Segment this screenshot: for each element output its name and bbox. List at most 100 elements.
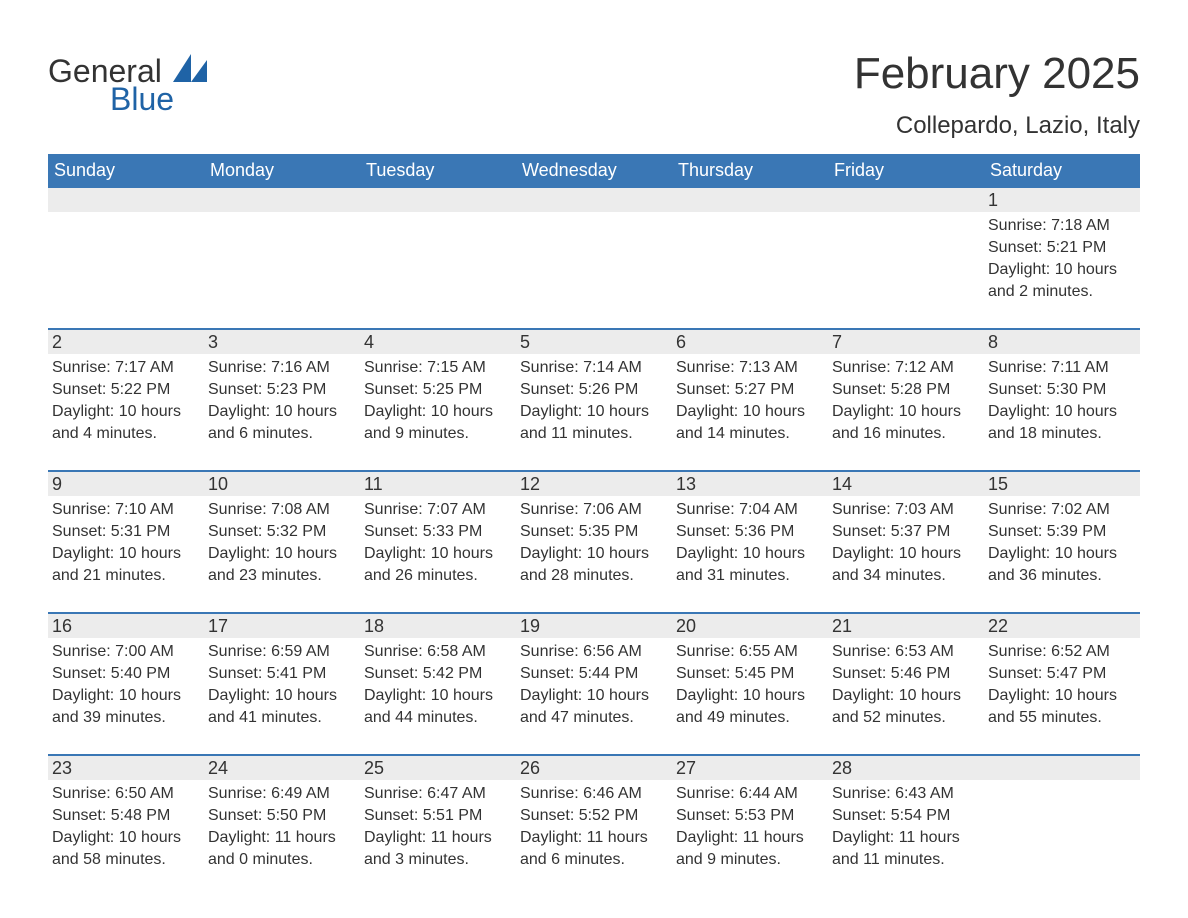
weekday-header: Sunday bbox=[48, 154, 204, 186]
day1-text: Daylight: 10 hours bbox=[208, 402, 356, 423]
sunset-text: Sunset: 5:35 PM bbox=[520, 522, 668, 543]
sunrise-text: Sunrise: 7:06 AM bbox=[520, 500, 668, 521]
day-number: 5 bbox=[516, 328, 672, 354]
day1-text: Daylight: 10 hours bbox=[364, 544, 512, 565]
calendar-day-cell bbox=[828, 186, 984, 328]
day1-text: Daylight: 10 hours bbox=[988, 544, 1136, 565]
day-details: Sunrise: 6:43 AMSunset: 5:54 PMDaylight:… bbox=[828, 780, 984, 870]
day2-text: and 26 minutes. bbox=[364, 566, 512, 587]
sunset-text: Sunset: 5:23 PM bbox=[208, 380, 356, 401]
day2-text: and 9 minutes. bbox=[676, 850, 824, 871]
sunrise-text: Sunrise: 7:08 AM bbox=[208, 500, 356, 521]
day-details: Sunrise: 7:03 AMSunset: 5:37 PMDaylight:… bbox=[828, 496, 984, 586]
day2-text: and 0 minutes. bbox=[208, 850, 356, 871]
day-details: Sunrise: 7:12 AMSunset: 5:28 PMDaylight:… bbox=[828, 354, 984, 444]
calendar-day-cell bbox=[516, 186, 672, 328]
sunrise-text: Sunrise: 7:12 AM bbox=[832, 358, 980, 379]
calendar-table: Sunday Monday Tuesday Wednesday Thursday… bbox=[48, 154, 1140, 896]
day2-text: and 41 minutes. bbox=[208, 708, 356, 729]
sunrise-text: Sunrise: 7:04 AM bbox=[676, 500, 824, 521]
calendar-day-cell: 17Sunrise: 6:59 AMSunset: 5:41 PMDayligh… bbox=[204, 612, 360, 754]
brand-text: General Blue bbox=[48, 50, 207, 116]
sunrise-text: Sunrise: 6:50 AM bbox=[52, 784, 200, 805]
location-subtitle: Collepardo, Lazio, Italy bbox=[854, 112, 1140, 140]
calendar-day-cell: 19Sunrise: 6:56 AMSunset: 5:44 PMDayligh… bbox=[516, 612, 672, 754]
calendar-day-cell bbox=[672, 186, 828, 328]
day1-text: Daylight: 11 hours bbox=[832, 828, 980, 849]
sunrise-text: Sunrise: 6:43 AM bbox=[832, 784, 980, 805]
day2-text: and 4 minutes. bbox=[52, 424, 200, 445]
calendar-day-cell: 10Sunrise: 7:08 AMSunset: 5:32 PMDayligh… bbox=[204, 470, 360, 612]
day1-text: Daylight: 11 hours bbox=[676, 828, 824, 849]
sunset-text: Sunset: 5:40 PM bbox=[52, 664, 200, 685]
sunset-text: Sunset: 5:44 PM bbox=[520, 664, 668, 685]
sunrise-text: Sunrise: 7:07 AM bbox=[364, 500, 512, 521]
day1-text: Daylight: 11 hours bbox=[364, 828, 512, 849]
day-details: Sunrise: 7:18 AMSunset: 5:21 PMDaylight:… bbox=[984, 212, 1140, 302]
month-title: February 2025 bbox=[854, 50, 1140, 98]
sunrise-text: Sunrise: 7:14 AM bbox=[520, 358, 668, 379]
day2-text: and 52 minutes. bbox=[832, 708, 980, 729]
calendar-week-row: 23Sunrise: 6:50 AMSunset: 5:48 PMDayligh… bbox=[48, 754, 1140, 896]
weekday-header: Monday bbox=[204, 154, 360, 186]
day-number bbox=[516, 186, 672, 212]
calendar-day-cell: 23Sunrise: 6:50 AMSunset: 5:48 PMDayligh… bbox=[48, 754, 204, 896]
day2-text: and 16 minutes. bbox=[832, 424, 980, 445]
calendar-day-cell: 9Sunrise: 7:10 AMSunset: 5:31 PMDaylight… bbox=[48, 470, 204, 612]
day-details: Sunrise: 6:56 AMSunset: 5:44 PMDaylight:… bbox=[516, 638, 672, 728]
calendar-day-cell: 4Sunrise: 7:15 AMSunset: 5:25 PMDaylight… bbox=[360, 328, 516, 470]
sunset-text: Sunset: 5:47 PM bbox=[988, 664, 1136, 685]
day1-text: Daylight: 10 hours bbox=[364, 402, 512, 423]
sunset-text: Sunset: 5:31 PM bbox=[52, 522, 200, 543]
day2-text: and 34 minutes. bbox=[832, 566, 980, 587]
sunrise-text: Sunrise: 7:11 AM bbox=[988, 358, 1136, 379]
sunset-text: Sunset: 5:25 PM bbox=[364, 380, 512, 401]
calendar-day-cell: 3Sunrise: 7:16 AMSunset: 5:23 PMDaylight… bbox=[204, 328, 360, 470]
sunset-text: Sunset: 5:21 PM bbox=[988, 238, 1136, 259]
day2-text: and 11 minutes. bbox=[520, 424, 668, 445]
day2-text: and 11 minutes. bbox=[832, 850, 980, 871]
day1-text: Daylight: 10 hours bbox=[52, 686, 200, 707]
weekday-header: Thursday bbox=[672, 154, 828, 186]
day-details: Sunrise: 6:55 AMSunset: 5:45 PMDaylight:… bbox=[672, 638, 828, 728]
day-number: 2 bbox=[48, 328, 204, 354]
weekday-header: Saturday bbox=[984, 154, 1140, 186]
sunrise-text: Sunrise: 7:10 AM bbox=[52, 500, 200, 521]
day-number: 26 bbox=[516, 754, 672, 780]
day-number: 8 bbox=[984, 328, 1140, 354]
day-details: Sunrise: 6:46 AMSunset: 5:52 PMDaylight:… bbox=[516, 780, 672, 870]
sunset-text: Sunset: 5:45 PM bbox=[676, 664, 824, 685]
sunrise-text: Sunrise: 6:49 AM bbox=[208, 784, 356, 805]
day2-text: and 39 minutes. bbox=[52, 708, 200, 729]
day-details: Sunrise: 7:13 AMSunset: 5:27 PMDaylight:… bbox=[672, 354, 828, 444]
sunset-text: Sunset: 5:39 PM bbox=[988, 522, 1136, 543]
day-details: Sunrise: 6:59 AMSunset: 5:41 PMDaylight:… bbox=[204, 638, 360, 728]
day-number: 23 bbox=[48, 754, 204, 780]
sunrise-text: Sunrise: 6:47 AM bbox=[364, 784, 512, 805]
sunrise-text: Sunrise: 6:59 AM bbox=[208, 642, 356, 663]
day2-text: and 6 minutes. bbox=[520, 850, 668, 871]
weekday-header-row: Sunday Monday Tuesday Wednesday Thursday… bbox=[48, 154, 1140, 186]
day2-text: and 55 minutes. bbox=[988, 708, 1136, 729]
sunset-text: Sunset: 5:46 PM bbox=[832, 664, 980, 685]
day-details: Sunrise: 7:10 AMSunset: 5:31 PMDaylight:… bbox=[48, 496, 204, 586]
calendar-week-row: 9Sunrise: 7:10 AMSunset: 5:31 PMDaylight… bbox=[48, 470, 1140, 612]
sunrise-text: Sunrise: 7:00 AM bbox=[52, 642, 200, 663]
day-number: 19 bbox=[516, 612, 672, 638]
day-number: 12 bbox=[516, 470, 672, 496]
sunset-text: Sunset: 5:27 PM bbox=[676, 380, 824, 401]
day-details: Sunrise: 6:52 AMSunset: 5:47 PMDaylight:… bbox=[984, 638, 1140, 728]
day2-text: and 2 minutes. bbox=[988, 282, 1136, 303]
calendar-header: Sunday Monday Tuesday Wednesday Thursday… bbox=[48, 154, 1140, 186]
calendar-day-cell: 28Sunrise: 6:43 AMSunset: 5:54 PMDayligh… bbox=[828, 754, 984, 896]
day2-text: and 47 minutes. bbox=[520, 708, 668, 729]
sunrise-text: Sunrise: 7:18 AM bbox=[988, 216, 1136, 237]
sunrise-text: Sunrise: 6:52 AM bbox=[988, 642, 1136, 663]
sunset-text: Sunset: 5:41 PM bbox=[208, 664, 356, 685]
day2-text: and 31 minutes. bbox=[676, 566, 824, 587]
calendar-day-cell: 16Sunrise: 7:00 AMSunset: 5:40 PMDayligh… bbox=[48, 612, 204, 754]
calendar-day-cell: 14Sunrise: 7:03 AMSunset: 5:37 PMDayligh… bbox=[828, 470, 984, 612]
day-details: Sunrise: 7:15 AMSunset: 5:25 PMDaylight:… bbox=[360, 354, 516, 444]
day1-text: Daylight: 11 hours bbox=[208, 828, 356, 849]
day2-text: and 49 minutes. bbox=[676, 708, 824, 729]
